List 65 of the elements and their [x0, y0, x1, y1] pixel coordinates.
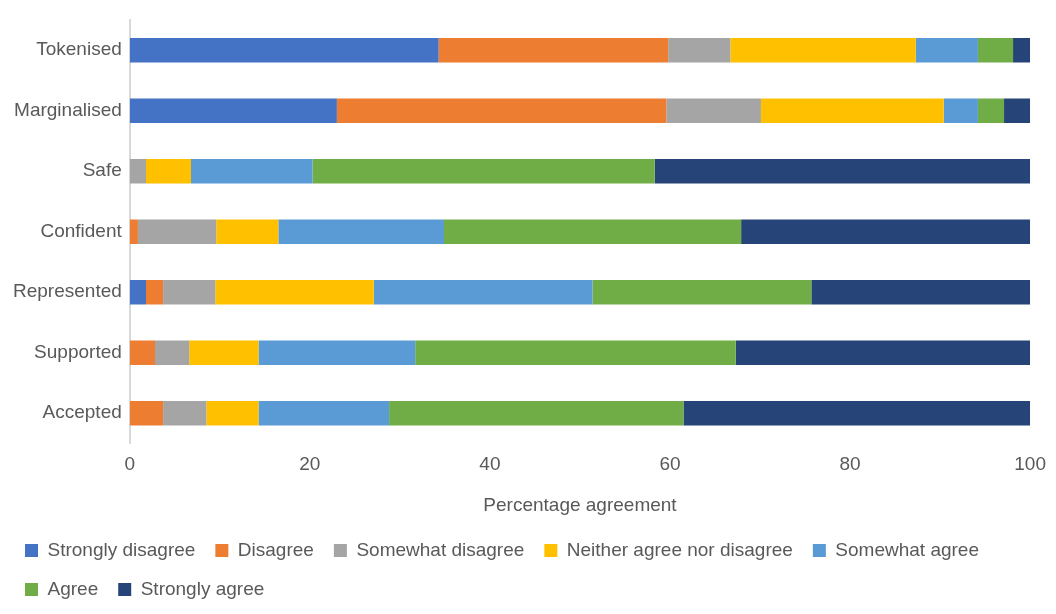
bar: [129, 400, 164, 426]
legend-label: Somewhat disagree: [356, 538, 525, 560]
legend-label: Somewhat agree: [835, 538, 980, 560]
bar: [811, 279, 1031, 305]
legend-label: Disagree: [237, 538, 314, 560]
legend-label: Strongly disagree: [47, 538, 196, 560]
bar: [1013, 37, 1031, 63]
bar: [373, 279, 593, 305]
bar: [129, 279, 146, 305]
bar: [654, 158, 1031, 184]
x-axis-title: Percentage agreement: [483, 493, 678, 515]
y-tick-label: Confident: [40, 219, 123, 241]
y-tick-label: Marginalised: [14, 98, 122, 120]
legend-label: Agree: [47, 577, 99, 599]
bar: [735, 340, 1031, 365]
bar: [258, 340, 416, 365]
bar: [137, 219, 217, 244]
y-tick-label: Represented: [13, 280, 122, 302]
bar: [129, 340, 156, 365]
bar: [668, 37, 731, 63]
bar: [216, 219, 279, 244]
y-tick-label: Accepted: [42, 401, 122, 423]
bar: [760, 98, 944, 123]
bar: [977, 37, 1014, 63]
bar: [155, 340, 190, 365]
x-tick-label: 0: [124, 453, 136, 475]
bar: [258, 400, 390, 426]
bar: [129, 37, 439, 63]
bar: [977, 98, 1005, 123]
bar: [189, 340, 259, 365]
x-tick-label: 60: [659, 453, 681, 475]
bar: [163, 400, 207, 426]
bar: [129, 219, 138, 244]
legend-label: Strongly agree: [140, 577, 265, 599]
y-tick-label: Tokenised: [36, 38, 122, 60]
bar: [312, 158, 655, 184]
bar: [129, 98, 337, 123]
x-tick-label: 20: [299, 453, 321, 475]
legend-label: Neither agree nor disagree: [566, 538, 793, 560]
bar: [592, 279, 812, 305]
bar: [163, 279, 216, 305]
y-tick-label: Supported: [34, 340, 122, 362]
bar: [915, 37, 978, 63]
bar: [444, 219, 742, 244]
bar: [683, 400, 1031, 426]
x-tick-label: 40: [479, 453, 501, 475]
bar: [741, 219, 1031, 244]
bar: [1004, 98, 1031, 123]
bar: [129, 158, 146, 184]
bar: [666, 98, 761, 123]
bar: [438, 37, 669, 63]
bar: [415, 340, 736, 365]
bar: [336, 98, 667, 123]
bar: [146, 279, 164, 305]
bar: [215, 279, 374, 305]
x-tick-label: 100: [1014, 453, 1046, 475]
bar: [943, 98, 978, 123]
x-tick-label: 80: [839, 453, 861, 475]
bar: [278, 219, 445, 244]
bar: [389, 400, 684, 426]
y-tick-label: Safe: [82, 159, 122, 181]
bar: [146, 158, 192, 184]
bar: [730, 37, 916, 63]
bar: [206, 400, 259, 426]
bar: [191, 158, 313, 184]
